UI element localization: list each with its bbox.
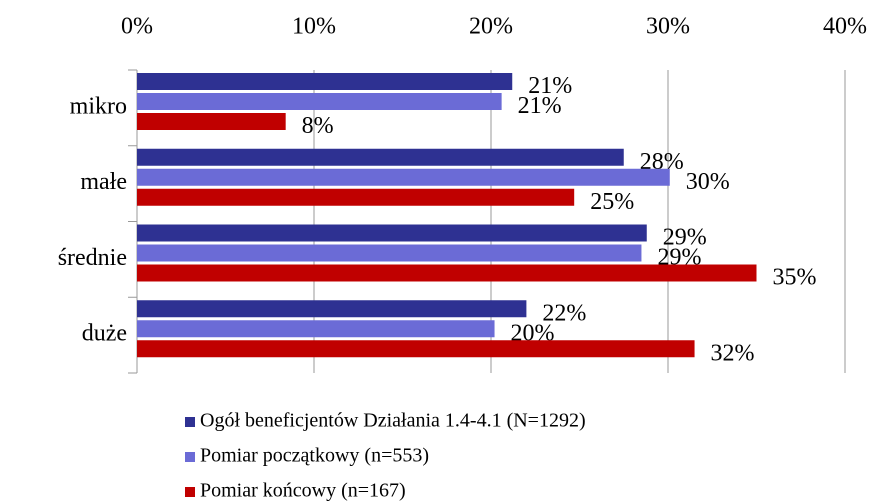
bar xyxy=(137,244,642,262)
bar xyxy=(137,224,647,242)
bar xyxy=(137,113,286,130)
x-tick-label: 40% xyxy=(823,14,867,40)
value-label: 21% xyxy=(528,73,572,99)
bar xyxy=(137,168,670,186)
bar xyxy=(137,93,502,110)
legend-label: Pomiar końcowy (n=167) xyxy=(200,480,406,502)
value-label: 21% xyxy=(518,93,562,119)
value-label: 35% xyxy=(773,265,817,291)
legend-swatch xyxy=(185,452,195,462)
legend-label: Ogół beneficjentów Działania 1.4-4.1 (N=… xyxy=(200,410,586,432)
value-label: 32% xyxy=(711,340,755,366)
bar xyxy=(137,188,575,206)
x-tick-label: 0% xyxy=(121,14,153,40)
bar xyxy=(137,340,695,358)
bar xyxy=(137,264,757,282)
bar xyxy=(137,148,624,166)
bar xyxy=(137,73,513,90)
x-tick-label: 10% xyxy=(292,14,336,40)
y-tick-label: średnie xyxy=(58,245,127,271)
value-label: 29% xyxy=(663,225,707,251)
legend-label: Pomiar początkowy (n=553) xyxy=(200,445,429,467)
bar xyxy=(137,300,527,318)
x-tick-label: 30% xyxy=(646,14,690,40)
legend-swatch xyxy=(185,417,195,427)
value-label: 8% xyxy=(302,113,334,139)
x-tick-label: 20% xyxy=(469,14,513,40)
y-tick-label: małe xyxy=(80,169,127,195)
value-label: 25% xyxy=(590,189,634,215)
value-label: 22% xyxy=(542,300,586,326)
bar xyxy=(137,320,495,338)
value-label: 30% xyxy=(686,169,730,195)
legend-swatch xyxy=(185,487,195,497)
y-tick-label: mikro xyxy=(70,93,127,119)
y-tick-label: duże xyxy=(82,321,127,347)
